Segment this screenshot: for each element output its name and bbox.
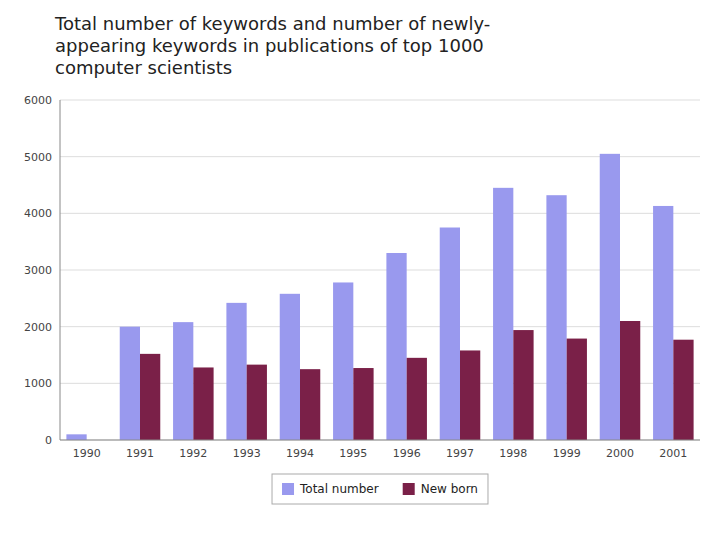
y-grid — [60, 100, 700, 440]
grid-line — [60, 440, 700, 441]
y-tick-label: 1000 — [24, 377, 52, 390]
grid-line — [60, 100, 700, 101]
x-tick-label: 1994 — [286, 447, 314, 460]
legend-swatch — [282, 483, 294, 495]
y-tick-label: 6000 — [24, 94, 52, 107]
y-tick-label: 0 — [45, 434, 52, 447]
legend-frame — [272, 474, 488, 504]
bar: Total number 1998: 4450 — [493, 188, 513, 440]
chart-svg: Total number of keywords and number of n… — [0, 0, 720, 540]
x-tick-label: 1999 — [553, 447, 581, 460]
chart-container: Total number of keywords and number of n… — [0, 0, 720, 540]
bar: New born 1998: 1940 — [513, 330, 533, 440]
x-tick-label: 2001 — [659, 447, 687, 460]
x-tick-label: 1997 — [446, 447, 474, 460]
bar: New born 1992: 1280 — [193, 367, 213, 440]
bar: Total number 1993: 2420 — [226, 303, 246, 440]
bar: Total number 2001: 4130 — [653, 206, 673, 440]
bar: New born 1996: 1450 — [407, 358, 427, 440]
y-tick-label: 2000 — [24, 321, 52, 334]
title-line: appearing keywords in publications of to… — [55, 35, 484, 56]
bar: Total number 2000: 5050 — [600, 154, 620, 440]
background — [0, 0, 720, 540]
x-tick-label: 1991 — [126, 447, 154, 460]
bar: Total number 1991: 2000 — [120, 327, 140, 440]
bar: New born 1994: 1250 — [300, 369, 320, 440]
y-tick-label: 3000 — [24, 264, 52, 277]
bar: Total number 1996: 3300 — [386, 253, 406, 440]
x-axis-line — [60, 440, 700, 441]
bar: New born 1995: 1270 — [353, 368, 373, 440]
bar: Total number 1990: 100 — [66, 434, 86, 440]
legend-swatch — [403, 483, 415, 495]
chart-title: Total number of keywords and number of n… — [54, 13, 490, 78]
bars: Total number 1990: 100 Total number 1991:… — [66, 154, 693, 440]
x-tick-label: 1992 — [179, 447, 207, 460]
bar: New born 1993: 1330 — [247, 365, 267, 440]
x-tick-label: 1993 — [233, 447, 261, 460]
bar: Total number 1994: 2580 — [280, 294, 300, 440]
x-tick-label: 1996 — [393, 447, 421, 460]
x-tick-label: 1998 — [499, 447, 527, 460]
bar: New born 1997: 1580 — [460, 350, 480, 440]
title-line: Total number of keywords and number of n… — [54, 13, 490, 34]
legend-label: Total number — [299, 482, 379, 496]
bar: New born 2001: 1770 — [673, 340, 693, 440]
x-tick-label: 2000 — [606, 447, 634, 460]
legend: Total number New born — [272, 474, 488, 504]
legend-label: New born — [421, 482, 478, 496]
x-tick-label: 1995 — [339, 447, 367, 460]
bar: Total number 1995: 2780 — [333, 282, 353, 440]
bar: New born 1991: 1520 — [140, 354, 160, 440]
bar: Total number 1992: 2080 — [173, 322, 193, 440]
bar: Total number 1997: 3750 — [440, 228, 460, 441]
y-axis-line — [60, 100, 61, 440]
y-tick-label: 5000 — [24, 151, 52, 164]
y-tick-label: 4000 — [24, 207, 52, 220]
bar: New born 1999: 1790 — [567, 339, 587, 440]
bar: New born 2000: 2100 — [620, 321, 640, 440]
x-tick-label: 1990 — [73, 447, 101, 460]
bar: Total number 1999: 4320 — [546, 195, 566, 440]
title-line: computer scientists — [55, 57, 232, 78]
